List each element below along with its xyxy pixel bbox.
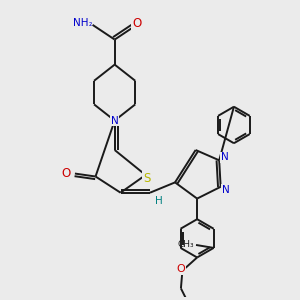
Text: O: O <box>132 17 141 30</box>
Text: O: O <box>61 167 70 180</box>
Text: H: H <box>155 196 163 206</box>
Text: N: N <box>111 116 119 126</box>
Text: N: N <box>220 152 228 162</box>
Text: N: N <box>222 185 230 195</box>
Text: O: O <box>176 264 185 274</box>
Text: ₂: ₂ <box>88 19 92 28</box>
Text: CH₃: CH₃ <box>177 241 194 250</box>
Text: S: S <box>143 172 151 185</box>
Text: NH: NH <box>73 18 88 28</box>
